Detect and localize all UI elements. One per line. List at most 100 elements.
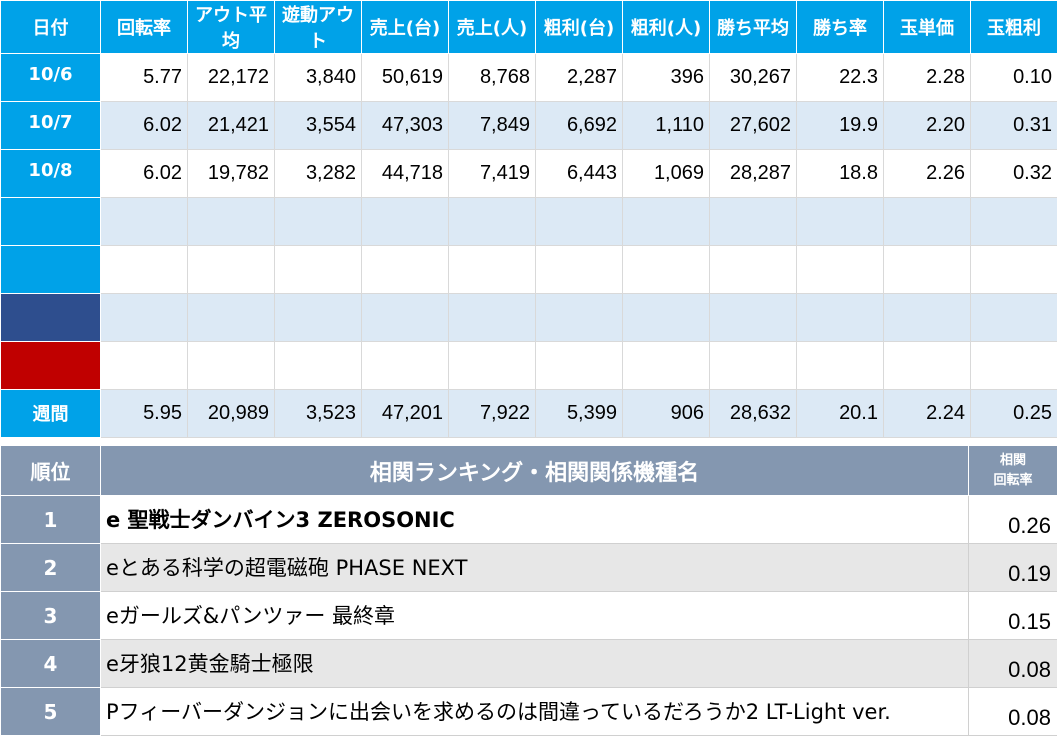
header-sales-per-machine: 売上(台) — [361, 0, 449, 54]
header-ball-profit: 玉粗利 — [970, 0, 1057, 54]
cell-value: 2.24 — [883, 389, 971, 438]
cell-value — [883, 293, 971, 342]
row-date — [0, 197, 101, 246]
machine-name: Pフィーバーダンジョンに出会いを求めるのは間違っているだろうか2 LT-Ligh… — [100, 687, 969, 736]
cell-value: 27,602 — [709, 101, 797, 150]
cell-value — [361, 293, 449, 342]
cell-value: 6.02 — [100, 101, 188, 150]
rank-number: 4 — [0, 639, 101, 688]
rank-number: 3 — [0, 591, 101, 640]
cell-value — [535, 245, 623, 294]
cell-value — [187, 293, 275, 342]
header-date: 日付 — [0, 0, 101, 54]
cell-value — [535, 197, 623, 246]
header-rank: 順位 — [0, 445, 101, 496]
cell-value — [274, 245, 362, 294]
correlation-ranking-table: 順位 相関ランキング・相関関係機種名 相関 回転率 1 e 聖戦士ダンバイン3 … — [0, 445, 1057, 736]
cell-value: 50,619 — [361, 53, 449, 102]
cell-value — [274, 197, 362, 246]
machine-name: e 聖戦士ダンバイン3 ZEROSONIC — [100, 495, 969, 544]
cell-value: 2,287 — [535, 53, 623, 102]
ranking-row: 4 e牙狼12黄金騎士極限 0.08 — [0, 639, 1057, 688]
cell-value: 47,303 — [361, 101, 449, 150]
correlation-value: 0.26 — [968, 495, 1057, 544]
table-row-empty — [0, 197, 1057, 246]
cell-value: 22,172 — [187, 53, 275, 102]
cell-value: 7,922 — [448, 389, 536, 438]
correlation-value: 0.08 — [968, 639, 1057, 688]
rank-number: 1 — [0, 495, 101, 544]
correlation-value: 0.15 — [968, 591, 1057, 640]
cell-value: 47,201 — [361, 389, 449, 438]
header-rotation-rate: 回転率 — [100, 0, 188, 54]
cell-value — [970, 341, 1057, 390]
row-date: 10/7 — [0, 101, 101, 150]
cell-value — [187, 245, 275, 294]
cell-value — [883, 197, 971, 246]
cell-value — [448, 197, 536, 246]
cell-value: 20,989 — [187, 389, 275, 438]
cell-value — [970, 245, 1057, 294]
ranking-row: 5 Pフィーバーダンジョンに出会いを求めるのは間違っているだろうか2 LT-Li… — [0, 687, 1057, 736]
cell-value — [361, 197, 449, 246]
cell-value: 3,282 — [274, 149, 362, 198]
machine-name: eガールズ&パンツァー 最終章 — [100, 591, 969, 640]
row-date — [0, 341, 101, 390]
correlation-value: 0.08 — [968, 687, 1057, 736]
header-profit-per-person: 粗利(人) — [622, 0, 710, 54]
cell-value: 1,110 — [622, 101, 710, 150]
cell-value: 0.25 — [970, 389, 1057, 438]
cell-value: 2.28 — [883, 53, 971, 102]
cell-value: 7,849 — [448, 101, 536, 150]
machine-name: e牙狼12黄金騎士極限 — [100, 639, 969, 688]
cell-value: 19.9 — [796, 101, 884, 150]
header-win-average: 勝ち平均 — [709, 0, 797, 54]
cell-value: 5,399 — [535, 389, 623, 438]
cell-value: 3,840 — [274, 53, 362, 102]
table-row-empty — [0, 245, 1057, 294]
cell-value: 8,768 — [448, 53, 536, 102]
cell-value: 5.77 — [100, 53, 188, 102]
cell-value: 6,692 — [535, 101, 623, 150]
cell-value — [883, 245, 971, 294]
cell-value: 2.26 — [883, 149, 971, 198]
cell-value — [622, 341, 710, 390]
ranking-header-row: 順位 相関ランキング・相関関係機種名 相関 回転率 — [0, 445, 1057, 496]
header-correlation-line1: 相関 — [999, 452, 1026, 468]
cell-value — [709, 293, 797, 342]
cell-value: 20.1 — [796, 389, 884, 438]
cell-value: 5.95 — [100, 389, 188, 438]
header-correlation: 相関 回転率 — [968, 445, 1057, 496]
row-date: 10/6 — [0, 53, 101, 102]
header-win-rate: 勝ち率 — [796, 0, 884, 54]
cell-value — [448, 245, 536, 294]
cell-value: 2.20 — [883, 101, 971, 150]
table-row: 10/8 6.02 19,782 3,282 44,718 7,419 6,44… — [0, 149, 1057, 198]
cell-value — [448, 293, 536, 342]
header-sales-per-person: 売上(人) — [448, 0, 536, 54]
header-ball-unit-price: 玉単価 — [883, 0, 971, 54]
cell-value — [361, 245, 449, 294]
cell-value — [187, 341, 275, 390]
table-row: 10/7 6.02 21,421 3,554 47,303 7,849 6,69… — [0, 101, 1057, 150]
weekly-label: 週間 — [0, 389, 101, 438]
stats-header-row: 日付 回転率 アウト平均 遊動アウト 売上(台) 売上(人) 粗利(台) 粗利(… — [0, 0, 1057, 54]
cell-value — [622, 197, 710, 246]
header-machine-name: 相関ランキング・相関関係機種名 — [100, 445, 969, 496]
cell-value: 28,287 — [709, 149, 797, 198]
daily-stats-table: 日付 回転率 アウト平均 遊動アウト 売上(台) 売上(人) 粗利(台) 粗利(… — [0, 0, 1057, 438]
ranking-row: 2 eとある科学の超電磁砲 PHASE NEXT 0.19 — [0, 543, 1057, 592]
cell-value: 396 — [622, 53, 710, 102]
cell-value: 6.02 — [100, 149, 188, 198]
cell-value — [535, 341, 623, 390]
cell-value — [274, 293, 362, 342]
cell-value: 18.8 — [796, 149, 884, 198]
cell-value: 0.32 — [970, 149, 1057, 198]
cell-value: 3,523 — [274, 389, 362, 438]
rank-number: 5 — [0, 687, 101, 736]
cell-value — [970, 293, 1057, 342]
cell-value: 0.31 — [970, 101, 1057, 150]
cell-value — [796, 245, 884, 294]
machine-name: eとある科学の超電磁砲 PHASE NEXT — [100, 543, 969, 592]
